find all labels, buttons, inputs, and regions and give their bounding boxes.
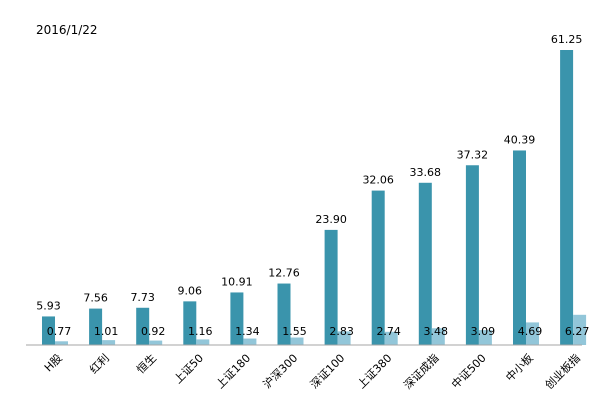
value-label-series1-2: 7.73	[130, 291, 155, 304]
x-tick-label-1: 红利	[87, 352, 112, 377]
bar-series1-6	[324, 229, 338, 345]
bar-series2-9	[478, 330, 492, 345]
value-label-series2-9: 3.09	[471, 325, 496, 338]
value-label-series1-5: 12.76	[268, 267, 300, 280]
value-label-series2-5: 1.55	[282, 325, 307, 338]
value-label-series1-9: 37.32	[457, 148, 489, 161]
value-label-series1-11: 61.25	[551, 33, 583, 46]
x-tick-label-11: 创业板指	[542, 351, 583, 392]
bar-series1-4	[230, 292, 244, 345]
value-label-series1-0: 5.93	[36, 299, 61, 312]
bar-series1-2	[136, 307, 150, 345]
bars-group	[42, 50, 587, 345]
chart-date: 2016/1/22	[36, 23, 98, 37]
value-label-series1-4: 10.91	[221, 275, 253, 288]
x-tick-label-2: 恒生	[134, 351, 159, 376]
bar-series2-8	[431, 328, 445, 345]
bar-series2-5	[290, 337, 304, 345]
bar-series1-10	[513, 150, 526, 345]
bar-series2-4	[243, 338, 257, 345]
value-label-series2-4: 1.34	[235, 325, 260, 338]
value-label-series2-3: 1.16	[188, 325, 213, 338]
bar-series1-9	[465, 165, 479, 345]
x-tick-label-6: 深证100	[308, 352, 348, 392]
value-label-series1-3: 9.06	[178, 284, 203, 297]
value-label-series1-1: 7.56	[83, 292, 108, 305]
value-label-series2-10: 4.69	[518, 325, 543, 338]
bar-series2-6	[337, 331, 351, 345]
bar-series2-0	[55, 341, 68, 345]
value-label-series2-11: 6.27	[565, 325, 590, 338]
value-label-series1-6: 23.90	[315, 213, 347, 226]
x-tick-labels-group: H股 红利 恒生 上证50 上证180 沪深300 深证100 上证380 深证成指 中证500 中…	[42, 351, 583, 392]
bar-series1-1	[89, 308, 103, 345]
bar-series1-8	[418, 182, 432, 345]
x-tick-label-10: 中小板	[503, 351, 536, 384]
bar-series2-7	[384, 331, 398, 345]
x-tick-label-0: H股	[42, 352, 65, 375]
x-tick-label-7: 上证380	[355, 352, 395, 392]
bar-series1-0	[42, 316, 55, 345]
bar-series2-10	[526, 322, 539, 345]
value-label-series2-0: 0.77	[47, 325, 72, 338]
bar-series1-3	[183, 301, 197, 345]
value-label-series1-10: 40.39	[504, 133, 536, 146]
x-tick-label-5: 沪深300	[260, 351, 300, 391]
x-tick-label-4: 上证180	[214, 352, 254, 392]
x-tick-label-3: 上证50	[171, 352, 206, 387]
bar-series2-3	[196, 339, 210, 345]
bar-series2-11	[573, 314, 587, 345]
bar-series1-11	[560, 50, 574, 345]
value-label-series1-7: 32.06	[362, 174, 394, 187]
value-label-series2-7: 2.74	[376, 325, 401, 338]
value-label-series2-1: 1.01	[94, 325, 119, 338]
x-tick-label-8: 深证成指	[401, 351, 442, 392]
value-label-series2-8: 3.48	[424, 325, 449, 338]
value-label-series2-2: 0.92	[141, 325, 166, 338]
value-label-series2-6: 2.83	[329, 325, 354, 338]
bar-series1-5	[277, 283, 291, 345]
bar-series1-7	[371, 190, 385, 345]
x-tick-label-9: 中证500	[449, 352, 489, 392]
bar-series2-2	[149, 340, 163, 345]
bar-series2-1	[102, 340, 116, 345]
value-label-series1-8: 33.68	[410, 166, 442, 179]
value-labels-group: 5.93 0.77 7.56 1.01 7.73 0.92 9.06 1.16 10.91 1.3…	[36, 33, 589, 338]
